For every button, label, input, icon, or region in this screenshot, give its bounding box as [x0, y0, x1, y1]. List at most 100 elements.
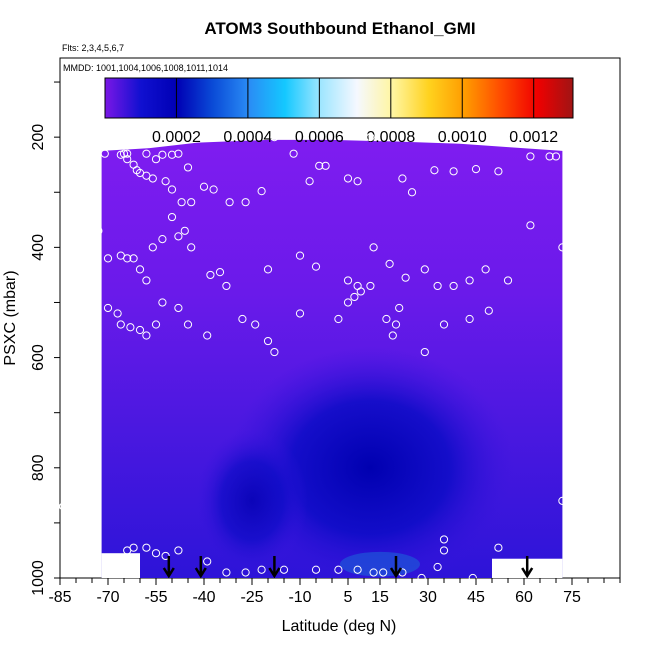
- x-tick-label: -40: [192, 589, 215, 606]
- x-tick-label: 45: [467, 589, 485, 606]
- chart-title: ATOM3 Southbound Ethanol_GMI: [204, 19, 475, 38]
- observation-point: [251, 320, 260, 329]
- y-tick-label: 400: [30, 234, 47, 261]
- x-axis: -85 -70 -55 -40 -25 -10 5 15 30 45 60 75: [48, 578, 621, 606]
- observation-points: [59, 133, 567, 583]
- y-tick-label: 1000: [30, 560, 47, 596]
- observation-point: [503, 276, 513, 285]
- flight-arrows: [162, 556, 534, 579]
- flight-arrow-head: [389, 567, 403, 579]
- observation-point: [158, 298, 167, 307]
- observation-point: [59, 502, 68, 511]
- observation-point: [167, 212, 177, 222]
- observation-point: [158, 150, 167, 159]
- y-axis: 200 400 600 800 1000: [30, 81, 60, 596]
- x-tick-label: -85: [48, 589, 71, 606]
- observation-point: [471, 165, 481, 174]
- observation-point: [241, 568, 250, 577]
- observation-point: [142, 331, 151, 340]
- observation-point: [177, 198, 186, 207]
- flight-arrow-head: [521, 567, 534, 579]
- observation-point: [167, 150, 177, 159]
- observation-point: [366, 133, 375, 142]
- observation-point: [241, 198, 250, 207]
- observation-point: [494, 167, 503, 176]
- observation-point: [343, 298, 353, 307]
- x-tick-label: 5: [344, 589, 353, 606]
- observation-point: [465, 314, 474, 324]
- observation-point: [439, 546, 449, 555]
- flights-subtitle: Flts: 2,3,4,5,6,7: [62, 43, 124, 53]
- observation-point: [187, 243, 196, 252]
- dates-subtitle: MMDD: 1001,1004,1006,1008,1011,1014: [63, 63, 228, 73]
- observation-point: [343, 174, 353, 183]
- colorbar: [104, 77, 574, 119]
- observation-point: [350, 292, 359, 302]
- observation-point: [391, 320, 401, 329]
- observation-point: [315, 161, 324, 170]
- field-low-region-west: [196, 429, 308, 573]
- observation-point: [206, 270, 215, 280]
- observation-point: [238, 314, 247, 324]
- heat-field: [101, 139, 563, 578]
- colorbar-ticks: 0.0002 0.0004 0.0006 0.0008 0.0010 0.0012: [152, 78, 558, 146]
- x-tick-label: -25: [240, 589, 263, 606]
- colorbar-tick-label: 0.0008: [366, 129, 415, 146]
- observation-point: [353, 177, 362, 186]
- observation-point: [385, 259, 394, 268]
- observation-point: [439, 320, 449, 329]
- observation-point: [158, 234, 167, 244]
- flight-arrow-head: [194, 567, 207, 579]
- observation-point: [222, 281, 231, 291]
- observation-point: [334, 314, 343, 324]
- observation-point: [420, 347, 429, 357]
- observation-point: [100, 149, 109, 158]
- observation-point: [279, 565, 289, 574]
- observation-point: [203, 557, 212, 566]
- observation-point: [449, 167, 458, 176]
- observation-point: [439, 535, 449, 544]
- observation-point: [334, 565, 343, 574]
- observation-point: [209, 185, 218, 194]
- observation-point: [379, 568, 388, 577]
- observation-point: [551, 152, 561, 161]
- observation-point: [116, 320, 125, 329]
- observation-point: [257, 565, 266, 574]
- observation-point: [353, 565, 362, 574]
- colorbar-tick-label: 0.0004: [223, 129, 272, 146]
- observation-point: [129, 543, 138, 552]
- observation-point: [142, 149, 151, 158]
- observation-point: [270, 347, 279, 357]
- observation-point: [311, 262, 321, 271]
- observation-point: [558, 496, 567, 505]
- observation-point: [151, 155, 161, 164]
- observation-point: [123, 149, 132, 158]
- observation-point: [151, 549, 161, 558]
- observation-point: [526, 152, 535, 161]
- observation-point: [123, 155, 132, 164]
- observation-point: [263, 336, 273, 346]
- observation-point: [225, 198, 234, 207]
- observation-point: [449, 281, 458, 291]
- observation-point: [215, 268, 225, 277]
- observation-point: [366, 281, 375, 291]
- observation-point: [420, 265, 429, 274]
- observation-point: [123, 254, 132, 263]
- observation-point: [305, 177, 314, 186]
- observation-point: [135, 325, 145, 335]
- observation-point: [151, 320, 161, 329]
- observation-point: [167, 185, 177, 194]
- observation-point: [481, 265, 490, 274]
- colorbar-body: [104, 77, 574, 119]
- colorbar-tick-label: 0.0006: [295, 129, 344, 146]
- x-tick-label: 15: [371, 589, 389, 606]
- x-tick-label: -70: [96, 589, 119, 606]
- colorbar-tick-label: 0.0012: [509, 129, 558, 146]
- observation-point: [183, 320, 193, 329]
- observation-point: [129, 254, 138, 263]
- observation-point: [180, 226, 189, 235]
- x-tick-label: 60: [515, 589, 533, 606]
- observation-point: [161, 551, 170, 561]
- observation-point: [113, 309, 122, 318]
